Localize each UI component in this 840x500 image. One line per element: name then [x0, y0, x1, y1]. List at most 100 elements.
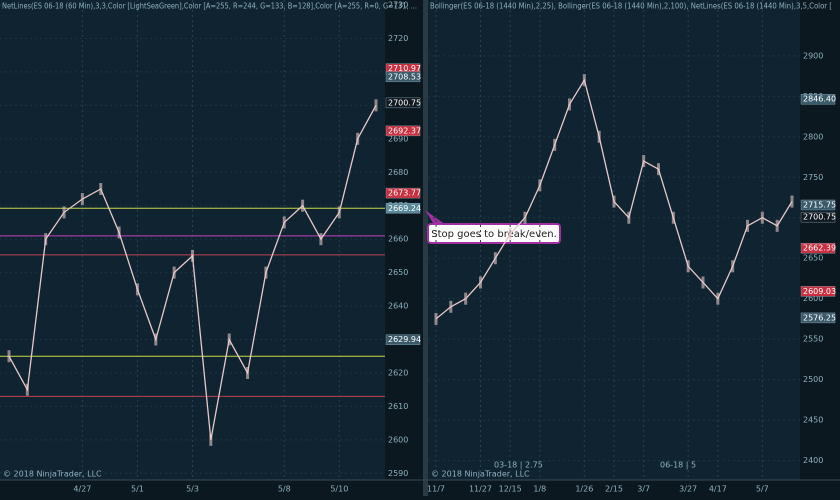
- y-tick-label: 2600: [803, 294, 823, 303]
- price-bar: [627, 211, 631, 224]
- price-tag: [385, 71, 421, 83]
- price-bar: [775, 219, 779, 232]
- price-tag: [385, 187, 421, 199]
- price-tag: [800, 312, 836, 324]
- y-tick-label: 2750: [803, 173, 823, 182]
- price-tag-label: 2710.97: [388, 64, 421, 73]
- x-tick-label: 5/1: [131, 485, 144, 494]
- copyright: © 2018 NinjaTrader, LLC: [3, 470, 102, 479]
- price-bar: [172, 266, 176, 279]
- price-bar: [80, 193, 84, 206]
- price-bar: [508, 227, 512, 240]
- price-bar: [538, 179, 542, 192]
- price-bar: [246, 366, 250, 379]
- period-marker: 03-18 | 2.75: [494, 461, 543, 470]
- y-tick-label: 2680: [388, 168, 408, 177]
- price-tag: [385, 125, 421, 137]
- price-bar: [356, 132, 360, 145]
- price-bar: [597, 130, 601, 143]
- x-tick-label: 3/27: [679, 485, 697, 494]
- price-bar: [612, 195, 616, 208]
- callout-box: [427, 223, 561, 244]
- y-tick-label: 2600: [388, 435, 408, 444]
- y-tick-label: 2730: [388, 1, 408, 10]
- price-tag: [800, 94, 836, 105]
- x-tick-label: 2/15: [605, 485, 623, 494]
- price-tag-label: 2669.24: [388, 204, 421, 213]
- price-tag-label: 2700.75: [388, 98, 421, 107]
- price-bar: [434, 312, 438, 325]
- price-bar: [642, 155, 646, 168]
- price-bar: [493, 252, 497, 265]
- price-bar: [191, 249, 194, 262]
- price-bar: [99, 182, 103, 195]
- price-tag: [800, 286, 836, 297]
- price-bar: [44, 233, 48, 246]
- x-tick-label: 12/15: [499, 485, 522, 494]
- y-tick-label: 2590: [388, 469, 408, 478]
- price-bar: [337, 206, 341, 219]
- price-bar: [760, 211, 764, 224]
- x-tick-label: 5/3: [186, 485, 199, 494]
- callout-text: Stop goes to break/even.: [431, 229, 557, 240]
- price-tag: [385, 334, 421, 345]
- y-tick-label: 2550: [803, 335, 823, 344]
- price-bar: [657, 163, 660, 176]
- price-bar: [464, 292, 468, 305]
- x-tick-label: 5/8: [278, 485, 291, 494]
- y-tick-label: 2500: [803, 375, 823, 384]
- price-tag-label: 2846.40: [803, 95, 836, 104]
- price-bar: [523, 211, 527, 224]
- price-tag: [800, 211, 836, 223]
- price-bar: [154, 333, 158, 346]
- price-bar: [301, 199, 305, 212]
- copyright: © 2018 NinjaTrader, LLC: [431, 470, 530, 479]
- price-bar: [716, 292, 720, 305]
- price-tag: [385, 203, 421, 214]
- price-tag: [385, 97, 421, 109]
- price-bar: [582, 74, 586, 87]
- x-tick-label: 11/27: [469, 485, 492, 494]
- price-tag: [800, 199, 836, 211]
- y-tick-label: 2900: [803, 51, 823, 60]
- period-marker: 06-18 | 5: [660, 461, 696, 470]
- y-tick-label: 2650: [803, 254, 823, 263]
- price-bar: [209, 433, 213, 446]
- y-tick-label: 2650: [388, 268, 408, 277]
- price-bar: [686, 260, 690, 273]
- price-bar: [319, 233, 323, 246]
- price-bar: [374, 99, 378, 112]
- divider: [423, 0, 428, 496]
- price-tag-label: 2708.53: [388, 72, 421, 81]
- x-tick-label: 5/7: [756, 485, 769, 494]
- price-bar: [671, 211, 675, 224]
- x-tick-label: 4/27: [73, 485, 91, 494]
- y-tick-label: 2400: [803, 456, 823, 465]
- x-tick-label: 1/8: [533, 485, 546, 494]
- price-tag-label: 2715.75: [803, 200, 836, 209]
- price-tag: [800, 242, 836, 254]
- price-tag-label: 2700.75: [803, 213, 836, 222]
- y-tick-label: 2660: [388, 235, 408, 244]
- price-bar: [135, 283, 139, 296]
- x-tick-label: 5/10: [330, 485, 348, 494]
- price-bar: [731, 260, 735, 273]
- price-bar: [227, 333, 231, 346]
- price-bar: [746, 219, 749, 232]
- price-bar: [264, 266, 268, 279]
- price-bar: [25, 383, 29, 396]
- price-tag-label: 2629.94: [388, 335, 421, 344]
- price-tag-label: 2673.77: [388, 189, 421, 198]
- price-bar: [449, 300, 453, 313]
- x-tick-label: 3/7: [637, 485, 650, 494]
- chart-header: NetLines(ES 06-18 (60 Min),3,3,Color [Li…: [2, 2, 417, 11]
- chart-header: Bollinger(ES 06-18 (1440 Min),2,25), Bol…: [430, 2, 832, 11]
- y-tick-label: 2690: [388, 134, 408, 143]
- price-bar: [479, 276, 482, 289]
- y-tick-label: 2620: [388, 368, 408, 377]
- price-tag-label: 2692.37: [388, 126, 421, 135]
- x-tick-label: 1/26: [575, 485, 593, 494]
- price-bar: [568, 98, 571, 111]
- price-tag-label: 2609.03: [803, 287, 836, 296]
